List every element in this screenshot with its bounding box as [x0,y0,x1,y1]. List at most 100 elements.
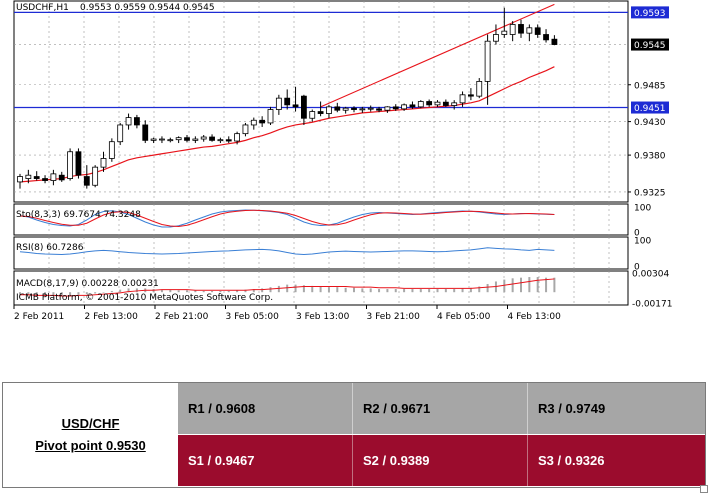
candle-body [317,111,324,114]
candle [33,171,40,181]
candle-body [459,94,466,104]
candle [509,21,516,42]
macd-bar [44,292,47,296]
candle-body [509,24,516,35]
candle-body [33,176,40,179]
candle-body [242,124,249,135]
candle-body [518,24,524,34]
macd-bar [219,290,222,293]
macd-bar [127,288,130,293]
candle [434,100,441,107]
macd-bar [520,277,522,293]
candle-body [25,174,32,179]
candle [192,136,199,144]
macd-bar [553,277,556,293]
candle [342,106,349,114]
candle-body [234,133,241,142]
candle [58,171,65,182]
candle [50,169,57,186]
macd-bar [319,286,322,293]
candle-body [426,101,433,106]
candle [209,134,215,142]
candle-body [326,106,332,114]
candle [501,7,508,38]
candle-body [342,107,349,111]
macd-pane [19,277,556,297]
indicator-series-line [19,209,555,228]
macd-bar [94,292,97,294]
macd-bar [160,289,163,293]
macd-frame [13,270,629,306]
macd-bar [135,288,138,293]
sto-frame [13,203,629,236]
candle [234,131,241,145]
price-label-box [631,6,669,19]
candle [267,106,274,125]
x-tick-label: 2 Feb 2011 [14,312,64,322]
candle [167,137,174,143]
macd-bar [486,283,489,293]
candle-body [409,104,416,108]
macd-bar [269,287,272,293]
candle [184,135,190,143]
candle-body [442,101,449,106]
price-label: 0.9451 [634,104,666,114]
macd-bar [369,288,372,293]
candle-body [384,106,391,111]
candle-body [142,124,149,141]
macd-bar [311,285,314,293]
macd-bar [536,277,539,293]
macd-bar [336,287,339,293]
candle-body [417,101,424,108]
macd-bar [227,290,230,293]
price-label: 0.9593 [634,9,666,19]
candle [259,116,266,127]
stochastic-pane [19,209,555,228]
macd-bar [27,292,30,296]
candle [484,34,491,105]
candle [117,122,124,146]
candle-body [75,151,82,176]
candle [442,99,449,107]
candle [451,100,458,110]
macd-bar [344,287,347,293]
candle-body [309,111,316,119]
candle-body [501,30,508,35]
candle [275,94,282,115]
candle [493,24,499,45]
macd-bar [411,289,414,293]
candle [67,148,73,181]
macd-bar [428,289,431,293]
candle-body [209,136,215,141]
x-tick-label: 2 Feb 13:00 [85,312,139,322]
candle-body [484,40,491,82]
x-tick-label: 2 Feb 21:00 [155,312,209,322]
macd-bar [361,288,364,293]
candle-body [467,94,474,97]
trend-line [320,3,555,108]
resistance-2: R2 / 0.9671 [353,383,528,434]
pivot-table: USD/CHF Pivot point 0.9530 R1 / 0.9608 R… [2,382,706,488]
candle-body [159,138,165,141]
candle-body [100,158,107,168]
indicator-y-label: 0 [634,263,640,273]
x-tick-label: 3 Feb 05:00 [226,312,280,322]
macd-bar [394,289,397,293]
candle [317,101,324,117]
macd-bar [444,289,447,293]
candle-body [534,27,541,35]
candle [534,24,541,38]
candle-body [217,139,224,142]
candle [142,120,149,144]
candle-body [543,34,549,41]
macd-label: MACD(8,17,9) 0.00228 0.00231 [16,279,159,289]
candle-body [250,119,257,126]
y-tick-label: 0.9430 [634,118,666,128]
macd-bar [85,292,88,295]
mt4-chart: 0.9593 0.9545 0.9485 0.9451 0.9430 0.9380 0.93… [13,0,673,322]
macd-bar [461,288,464,293]
macd-bar [186,290,188,293]
candle-body [551,38,558,45]
macd-y-label: 0.00304 [632,270,669,280]
candle [159,136,165,144]
